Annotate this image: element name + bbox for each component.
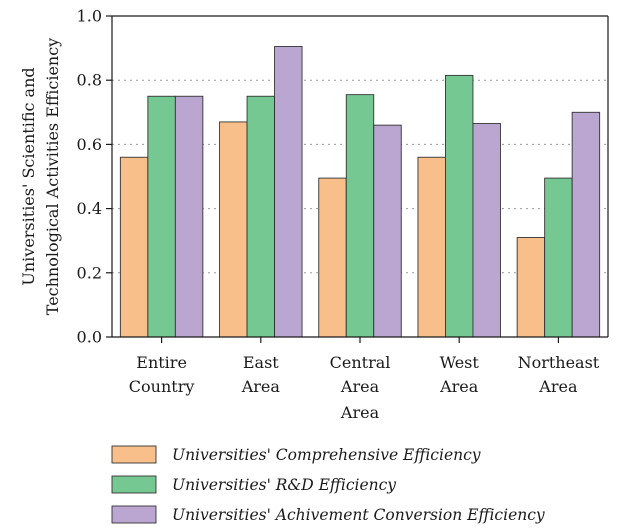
bar-series2-cat2 [373, 124, 402, 338]
x-tick-label-1-1: Area [241, 377, 281, 396]
bar-series0-cat4 [516, 237, 546, 338]
x-tick-label-0-1: Country [129, 377, 195, 396]
bar-series0-cat1 [219, 121, 248, 338]
legend-swatch-1 [111, 475, 157, 494]
x-tick-label-1-0: East [243, 353, 279, 372]
legend-label-2: Universities' Achivement Conversion Effi… [172, 506, 545, 524]
x-axis-title: Area [340, 403, 380, 422]
x-tick-label-2-0: Central [330, 353, 391, 372]
y-tick-label-3: 0.6 [77, 135, 102, 154]
legend-swatch-0 [111, 445, 157, 464]
x-tick-label-3-1: Area [439, 377, 479, 396]
y-tick-label-4: 0.8 [77, 71, 102, 90]
bar-series1-cat2 [345, 94, 375, 338]
x-tick-label-0-0: Entire [136, 353, 187, 372]
y-tick-label-2: 0.4 [77, 199, 102, 218]
x-tick-label-4-0: Northeast [518, 353, 600, 372]
x-tick-label-4-1: Area [538, 377, 578, 396]
bar-series1-cat0 [147, 95, 176, 338]
x-tick-label-2-1: Area [340, 377, 380, 396]
legend-label-1: Universities' R&D Efficiency [172, 476, 396, 494]
y-tick-label-0: 0.0 [77, 328, 102, 347]
bar-series2-cat1 [274, 46, 303, 338]
y-axis-title-line-0: Universities' Scientific and [19, 67, 38, 285]
bar-series2-cat0 [174, 95, 204, 338]
legend-swatch-2 [111, 505, 157, 524]
y-tick-label-5: 1.0 [77, 7, 102, 26]
bar-series2-cat4 [571, 111, 601, 338]
bar-series0-cat2 [318, 177, 347, 338]
bar-series2-cat3 [472, 123, 501, 338]
y-axis-title-line-1: Technological Activities Efficiency [43, 38, 62, 315]
legend-label-0: Universities' Comprehensive Efficiency [172, 446, 481, 464]
bar-series0-cat0 [119, 156, 149, 338]
bar-series1-cat4 [544, 177, 573, 338]
bar-series1-cat3 [445, 74, 474, 338]
y-tick-label-1: 0.2 [77, 263, 102, 282]
bar-series0-cat3 [417, 156, 446, 338]
bar-series1-cat1 [246, 95, 276, 338]
x-tick-label-3-0: West [440, 353, 480, 372]
